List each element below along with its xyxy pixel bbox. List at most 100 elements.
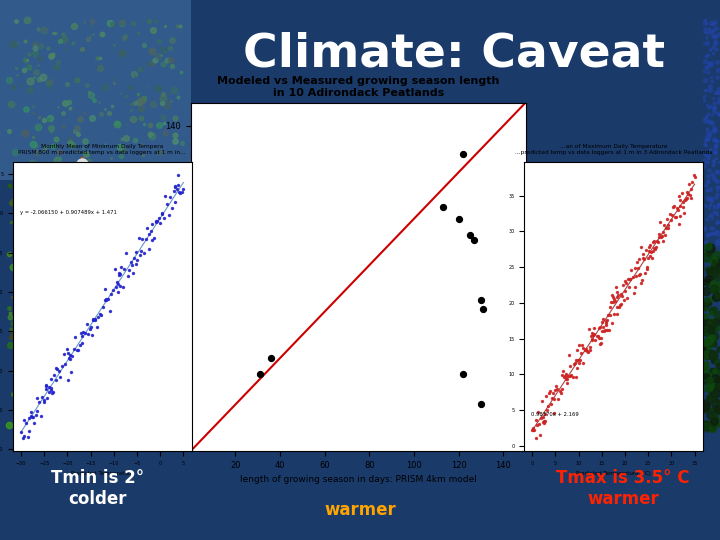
- Point: [548, 395, 559, 403]
- Point: [669, 213, 680, 221]
- Point: [50, 375, 61, 384]
- Point: [619, 287, 631, 295]
- Point: [117, 282, 128, 291]
- Point: [169, 197, 181, 206]
- Point: [86, 331, 97, 340]
- Point: [598, 323, 609, 332]
- Point: [588, 330, 599, 339]
- Point: [559, 372, 571, 381]
- Title: ...an of Maximum Daily Temperature
...predicted temp vs data loggers at 1 m in 3: ...an of Maximum Daily Temperature ...pr…: [515, 144, 712, 154]
- Point: [38, 396, 50, 404]
- Point: [99, 284, 110, 293]
- Point: [166, 204, 178, 212]
- Point: [652, 237, 663, 245]
- Point: [626, 273, 638, 282]
- Point: [628, 288, 639, 297]
- Point: [624, 275, 636, 284]
- Point: [63, 354, 74, 362]
- Point: [643, 242, 654, 251]
- Point: [83, 330, 94, 339]
- Point: [603, 326, 614, 334]
- Point: [577, 344, 589, 353]
- Point: [113, 269, 125, 278]
- Point: [617, 281, 629, 289]
- Point: [606, 291, 618, 299]
- Bar: [0, 0, 191, 180]
- Point: [571, 363, 582, 372]
- Point: [539, 417, 550, 426]
- Point: [662, 224, 674, 233]
- Point: [674, 219, 685, 228]
- Point: [616, 289, 627, 298]
- Point: [654, 218, 665, 226]
- Point: [176, 188, 187, 197]
- Text: warmer: warmer: [324, 501, 396, 519]
- Point: [634, 269, 646, 278]
- Point: [142, 224, 153, 232]
- Point: [681, 187, 693, 196]
- Point: [567, 373, 578, 381]
- Point: [534, 431, 546, 440]
- Point: [613, 303, 625, 312]
- Point: [151, 217, 163, 225]
- Point: [595, 334, 606, 342]
- Point: [79, 329, 91, 338]
- Point: [31, 407, 42, 416]
- Point: [683, 189, 694, 198]
- Point: [626, 265, 637, 274]
- Point: [653, 233, 665, 241]
- Point: [437, 202, 449, 211]
- X-axis label: Predicted Temperature: Predicted Temperature: [71, 471, 133, 476]
- Point: [624, 283, 635, 292]
- Point: [124, 266, 135, 274]
- Point: [127, 261, 138, 269]
- Point: [603, 311, 614, 320]
- Point: [92, 313, 104, 321]
- Point: [674, 202, 685, 211]
- Point: [636, 275, 648, 284]
- Point: [147, 235, 158, 244]
- Point: [595, 318, 607, 327]
- Point: [174, 189, 186, 198]
- Point: [122, 272, 133, 280]
- Point: [656, 231, 667, 240]
- Point: [564, 350, 575, 359]
- Point: [602, 325, 613, 334]
- Point: [616, 292, 627, 300]
- Point: [595, 339, 607, 347]
- Point: [632, 264, 644, 272]
- Point: [600, 317, 611, 326]
- Point: [635, 279, 647, 288]
- Point: [660, 223, 672, 232]
- Point: [143, 245, 154, 253]
- Point: [551, 382, 562, 391]
- Point: [475, 400, 487, 409]
- Point: [672, 204, 683, 212]
- Point: [624, 275, 636, 284]
- Point: [675, 211, 686, 220]
- Point: [65, 367, 76, 376]
- Point: [573, 340, 585, 349]
- Point: [642, 254, 654, 262]
- Point: [640, 246, 652, 254]
- Point: [678, 198, 689, 206]
- Point: [689, 173, 701, 181]
- Point: [596, 326, 608, 335]
- Point: [81, 319, 92, 328]
- Point: [155, 219, 166, 227]
- Point: [528, 426, 540, 434]
- Point: [557, 367, 569, 375]
- Point: [107, 286, 119, 295]
- Point: [48, 387, 59, 396]
- Point: [611, 283, 622, 292]
- Point: [544, 387, 555, 395]
- Point: [579, 345, 590, 354]
- Point: [590, 335, 601, 344]
- Point: [55, 372, 66, 381]
- Point: [598, 327, 610, 335]
- Point: [555, 388, 567, 397]
- Point: [53, 367, 65, 375]
- Point: [583, 325, 595, 334]
- Point: [115, 263, 127, 272]
- Point: [658, 220, 670, 229]
